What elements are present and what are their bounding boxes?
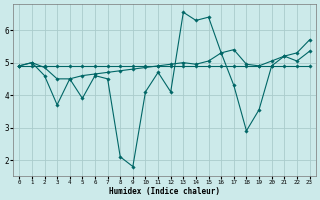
X-axis label: Humidex (Indice chaleur): Humidex (Indice chaleur): [109, 187, 220, 196]
